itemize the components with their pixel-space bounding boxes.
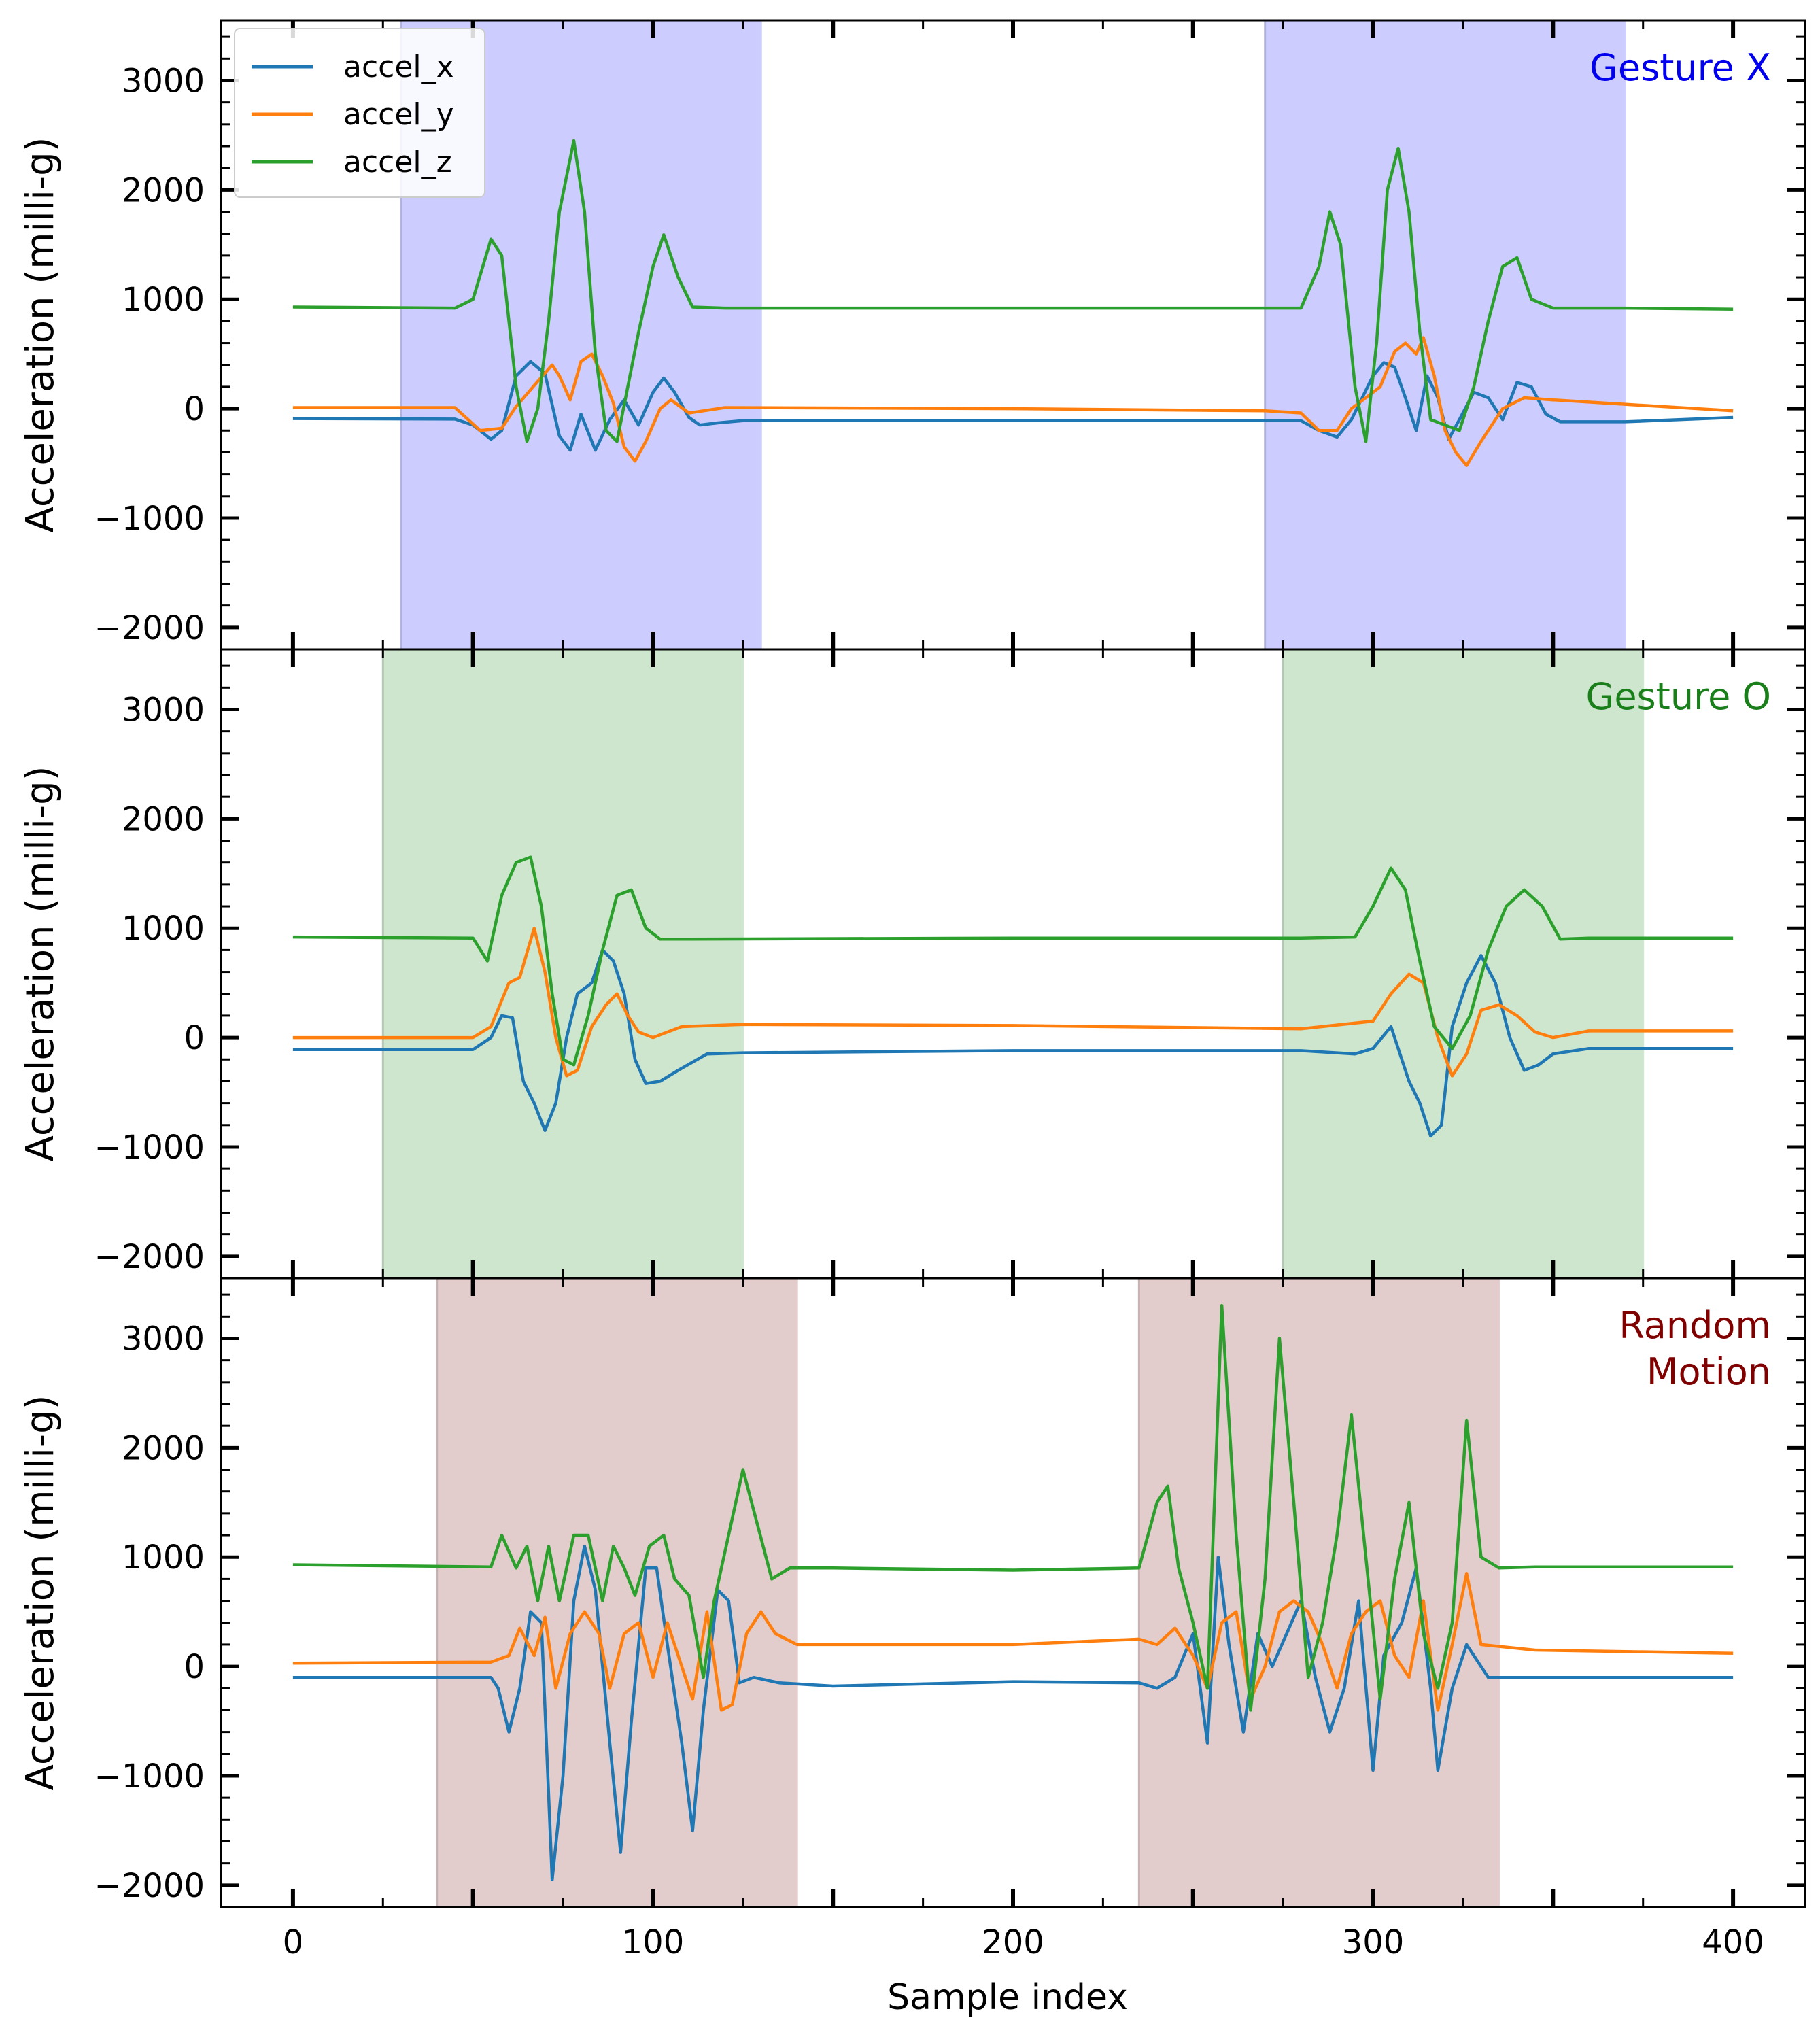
series-line-accel_x — [292, 948, 1734, 1138]
panel-label: Gesture O — [1585, 675, 1771, 718]
panel-label: Random — [1619, 1304, 1771, 1347]
panel-label: Gesture X — [1590, 46, 1771, 89]
y-tick-label: −1000 — [95, 1129, 205, 1167]
legend-label-accel_y: accel_y — [343, 97, 454, 132]
y-tick-label: 1000 — [122, 910, 205, 948]
y-axis-label: Acceleration (milli-g) — [18, 766, 63, 1161]
series-line-accel_y — [292, 336, 1734, 467]
x-tick-label: 300 — [1342, 1923, 1405, 1961]
series-line-accel_y — [292, 1572, 1734, 1712]
x-axis-label: Sample index — [887, 1977, 1128, 2018]
y-tick-label: −2000 — [95, 609, 205, 647]
series-line-accel_y — [292, 926, 1734, 1078]
x-tick-label: 100 — [622, 1923, 685, 1961]
series-line-accel_x — [292, 360, 1734, 452]
y-tick-label: 2000 — [122, 800, 205, 838]
y-tick-label: −1000 — [95, 500, 205, 538]
shaded-region — [383, 649, 743, 1278]
x-tick-label: 200 — [982, 1923, 1044, 1961]
legend-label-accel_z: accel_z — [343, 145, 452, 179]
y-tick-label: 3000 — [122, 62, 205, 100]
panel-2: −2000 −1000 0 1000 2000 3000 Acceleration (mil… — [18, 1277, 1806, 1908]
panel-0: −2000 −1000 0 1000 2000 3000 Acceleration (mil… — [18, 19, 1806, 651]
shaded-region — [1283, 649, 1643, 1278]
y-tick-label: −2000 — [95, 1867, 205, 1905]
y-tick-label: 2000 — [122, 171, 205, 209]
y-tick-label: 0 — [184, 1019, 205, 1057]
y-tick-label: −2000 — [95, 1238, 205, 1276]
series-line-accel_x — [292, 1544, 1734, 1882]
legend: accel_x accel_y accel_z — [234, 28, 485, 198]
y-tick-label: 3000 — [122, 1320, 205, 1358]
y-tick-label: 0 — [184, 1648, 205, 1686]
series-line-accel_z — [292, 139, 1734, 443]
y-tick-label: 3000 — [122, 691, 205, 729]
x-tick-label: 0 — [283, 1923, 304, 1961]
y-tick-label: 1000 — [122, 281, 205, 319]
series-line-accel_z — [292, 1303, 1734, 1712]
series-line-accel_z — [292, 855, 1734, 1067]
panel-frame — [220, 1277, 1806, 1908]
panel-1: −2000 −1000 0 1000 2000 3000 Acceleration (mil… — [18, 648, 1806, 1280]
shaded-region — [1139, 1278, 1499, 1907]
legend-box — [234, 28, 485, 198]
y-axis-label: Acceleration (milli-g) — [18, 1394, 63, 1790]
legend-label-accel_x: accel_x — [343, 50, 454, 84]
panel-label: Motion — [1647, 1350, 1771, 1393]
y-tick-label: 0 — [184, 390, 205, 428]
y-axis-label: Acceleration (milli-g) — [18, 137, 63, 532]
y-tick-label: −1000 — [95, 1757, 205, 1796]
y-tick-label: 2000 — [122, 1429, 205, 1467]
y-tick-label: 1000 — [122, 1539, 205, 1577]
x-tick-label: 400 — [1702, 1923, 1764, 1961]
shaded-region — [1265, 20, 1626, 649]
